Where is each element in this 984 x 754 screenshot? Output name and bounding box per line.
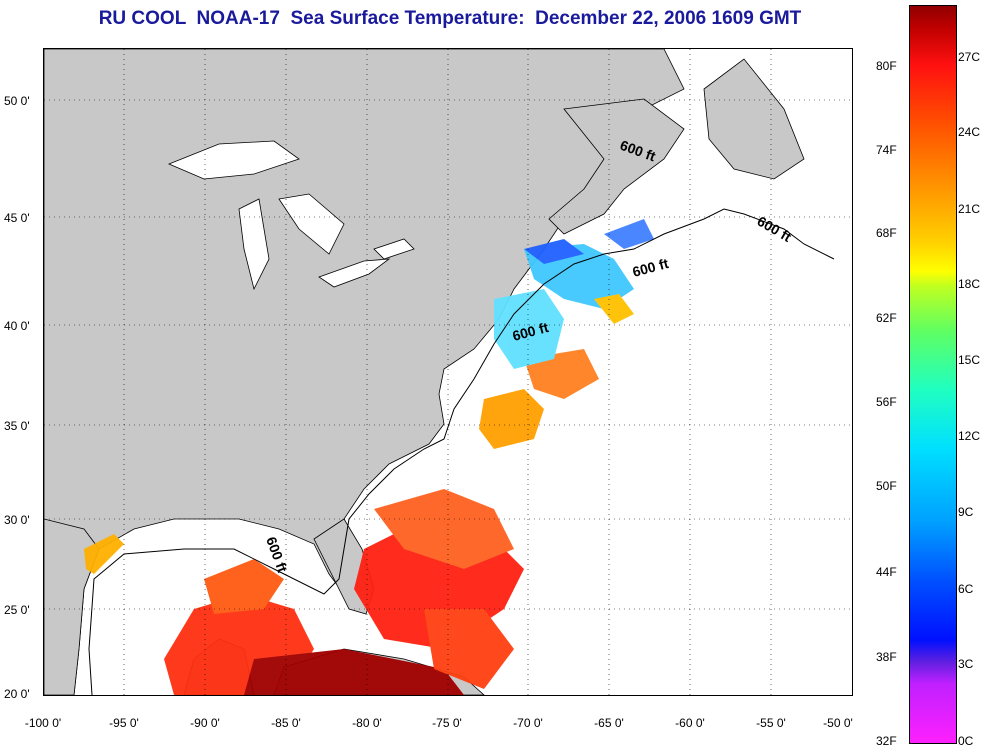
x-tick-label: -95 0' [109,716,139,730]
colorbar-f-label: 68F [876,226,897,240]
land-maritimes [548,98,685,235]
colorbar-f-label: 44F [876,565,897,579]
sst-data [84,219,654,695]
colorbar-f-label: 32F [876,734,897,748]
colorbar-c-label: 24C [958,125,981,139]
sst-map: 600 ft 600 ft 600 ft 600 ft 600 ft [43,48,853,696]
map-title: RU COOL NOAA-17 Sea Surface Temperature:… [98,8,802,29]
y-tick-label: 50 0' [4,94,30,108]
colorbar-c-label: 15C [958,353,981,367]
y-tick-label: 35 0' [4,419,30,433]
y-tick-label: 20 0' [4,687,30,701]
colorbar-f-label: 62F [876,311,897,325]
colorbar-c-label: 21C [958,202,981,216]
x-tick-label: -75 0' [432,716,462,730]
land-mexico [44,518,100,695]
x-tick-label: -90 0' [190,716,220,730]
colorbar-f-label: 80F [876,59,897,73]
x-tick-label: -70 0' [513,716,543,730]
colorbar-c-label: 9C [958,505,974,519]
isobath-600ft [88,208,835,695]
land-newfoundland [703,58,805,180]
temperature-colorbar [909,5,957,744]
colorbar-f-label: 38F [876,650,897,664]
colorbar-c-label: 3C [958,657,974,671]
colorbar-c-label: 12C [958,429,981,443]
colorbar-c-label: 6C [958,582,974,596]
x-tick-label: -65 0' [594,716,624,730]
contour-label-2: 600 ft [755,213,795,245]
colorbar-c-label: 0C [958,734,974,748]
x-tick-label: -100 0' [24,716,62,730]
y-tick-label: 40 0' [4,319,30,333]
x-tick-label: -80 0' [352,716,382,730]
x-tick-label: -60 0' [675,716,705,730]
colorbar-c-label: 18C [958,277,981,291]
colorbar-f-label: 50F [876,479,897,493]
x-tick-label: -85 0' [271,716,301,730]
x-tick-label: -50 0' [823,716,853,730]
y-tick-label: 25 0' [4,603,30,617]
colorbar-f-label: 56F [876,395,897,409]
colorbar-f-label: 74F [876,143,897,157]
x-tick-label: -55 0' [756,716,786,730]
y-tick-label: 45 0' [4,211,30,225]
great-lakes [167,140,415,291]
contour-label-3: 600 ft [631,255,671,280]
y-tick-label: 30 0' [4,513,30,527]
colorbar-c-label: 27C [958,50,981,64]
map-canvas: 600 ft 600 ft 600 ft 600 ft 600 ft [44,49,852,695]
